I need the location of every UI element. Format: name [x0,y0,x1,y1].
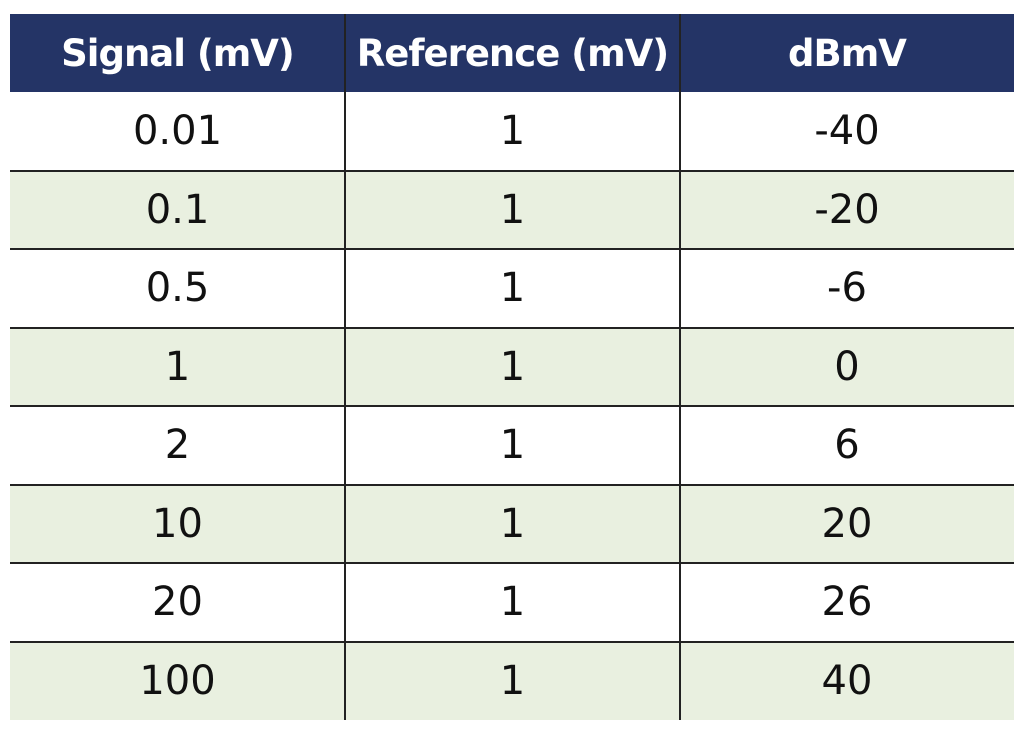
table-cell: -40 [680,92,1014,171]
header-cell: Reference (mV) [345,14,680,92]
table-cell: 26 [680,563,1014,642]
table-cell: -6 [680,249,1014,328]
table-cell: 1 [345,249,680,328]
table-cell: 1 [345,170,680,249]
header-cell: Signal (mV) [10,14,345,92]
table-cell: 6 [680,406,1014,485]
table-cell: 0.1 [10,170,345,249]
table-cell: 0.5 [10,249,345,328]
row-divider [10,483,1014,486]
column-divider [344,14,346,720]
row-divider [10,640,1014,643]
table-cell: 1 [345,327,680,406]
table-cell: 1 [345,641,680,720]
table-cell: 1 [10,327,345,406]
table-cell: -20 [680,170,1014,249]
table-cell: 1 [345,563,680,642]
table-cell: 20 [10,563,345,642]
table-cell: 2 [10,406,345,485]
row-divider [10,248,1014,250]
column-divider [679,14,681,720]
row-divider [10,405,1014,407]
header-cell: dBmV [680,14,1014,92]
table-cell: 1 [345,92,680,171]
table-cell: 0.01 [10,92,345,171]
table-cell: 1 [345,484,680,563]
table-cell: 10 [10,484,345,563]
row-divider [10,562,1014,564]
table-cell: 20 [680,484,1014,563]
table-cell: 100 [10,641,345,720]
table-cell: 0 [680,327,1014,406]
table-cell: 40 [680,641,1014,720]
row-divider [10,169,1014,172]
row-divider [10,326,1014,329]
table-cell: 1 [345,406,680,485]
table: Signal (mV) Reference (mV) dBmV 0.01 1 -40 0.1… [10,14,1014,720]
